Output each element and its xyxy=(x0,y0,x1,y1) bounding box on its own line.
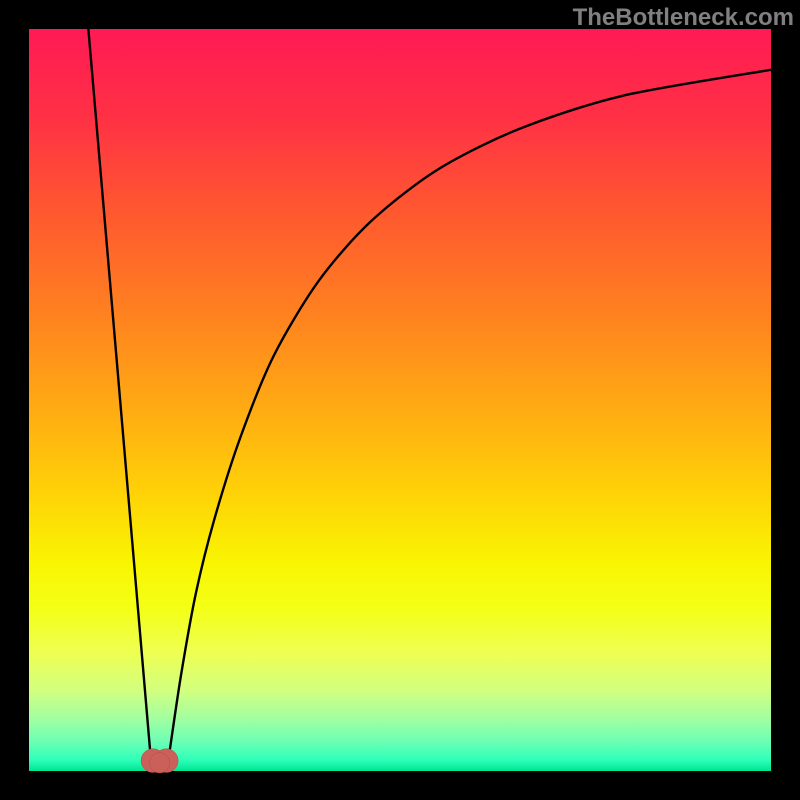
minimum-marker xyxy=(141,749,178,773)
plot-background xyxy=(29,29,771,771)
watermark-label: TheBottleneck.com xyxy=(573,4,794,32)
chart-frame: TheBottleneck.com xyxy=(0,0,800,800)
bottleneck-chart xyxy=(0,0,800,800)
